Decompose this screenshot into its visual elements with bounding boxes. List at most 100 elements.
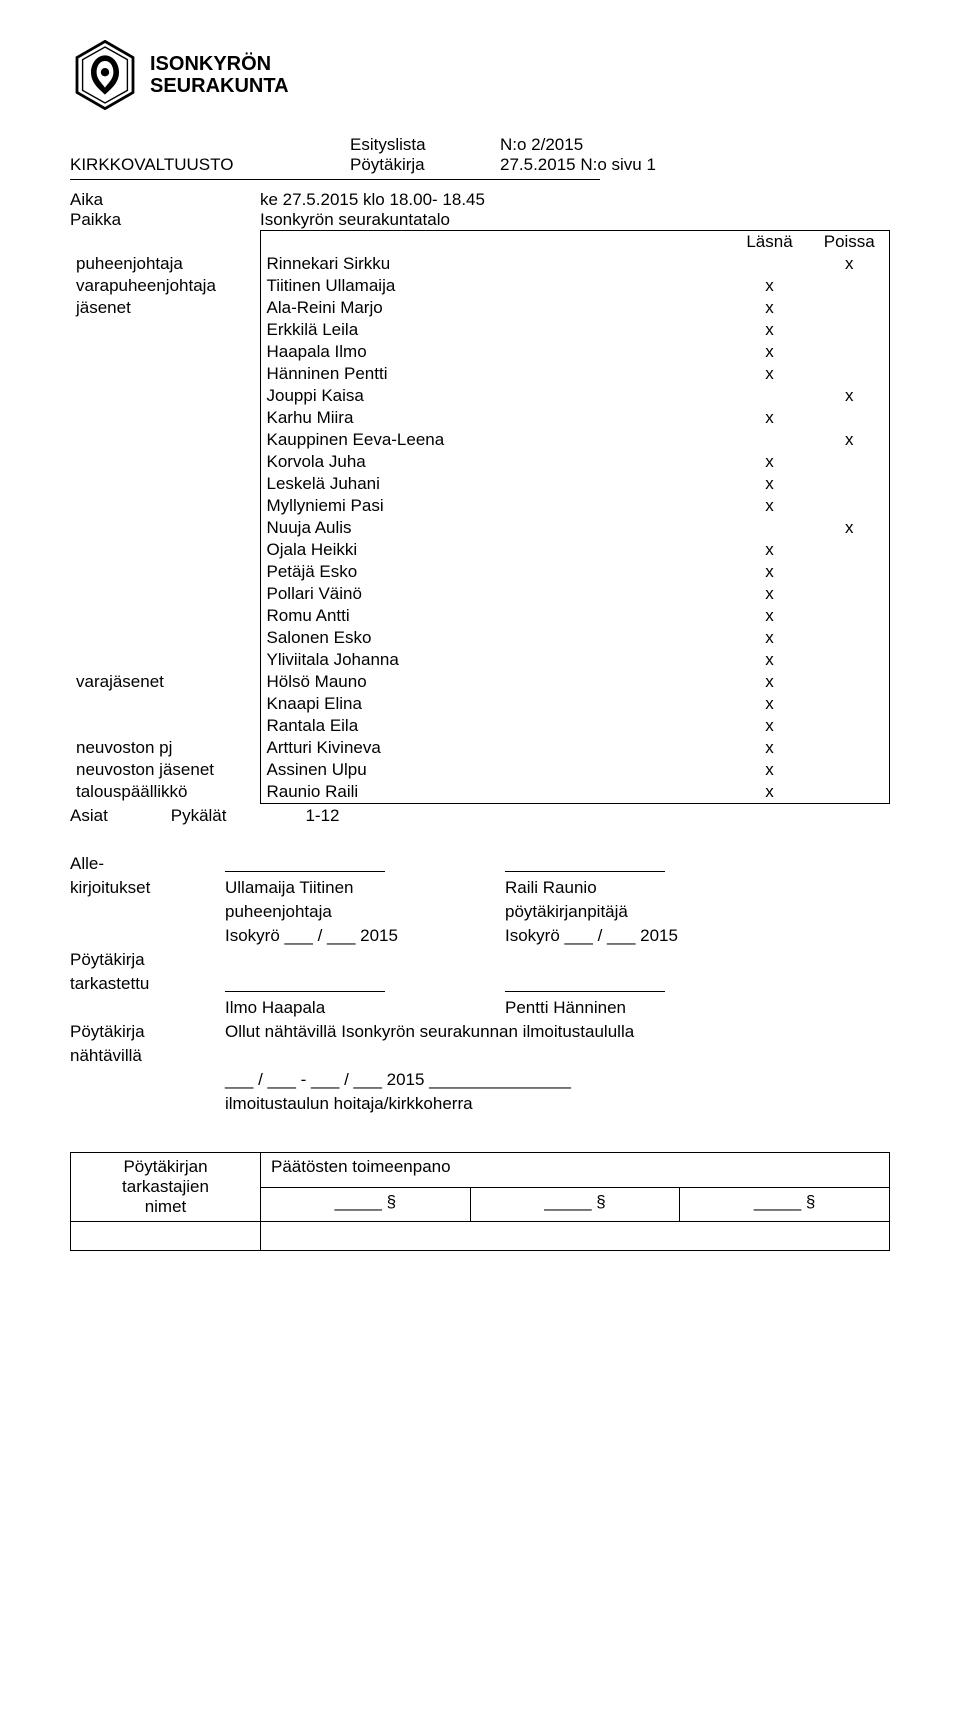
attendance-absent-mark — [810, 671, 890, 693]
col-present: Läsnä — [730, 231, 810, 254]
nahtavilla-date: ___ / ___ - ___ / ___ 2015 _____________… — [225, 1070, 785, 1092]
place-row: Paikka Isonkyrön seurakuntatalo — [70, 210, 890, 230]
footer-title: Päätösten toimeenpano — [261, 1153, 890, 1188]
poytakirja-label-2: Pöytäkirja — [70, 950, 225, 972]
attendance-role — [70, 363, 260, 385]
footer-roles-cell: Pöytäkirjan tarkastajien nimet — [71, 1153, 261, 1222]
attendance-role — [70, 583, 260, 605]
aika-label: Aika — [70, 190, 260, 210]
attendance-name: Knaapi Elina — [260, 693, 730, 715]
paikka-label: Paikka — [70, 210, 260, 230]
attendance-present-mark: x — [730, 693, 810, 715]
attendance-present-mark: x — [730, 759, 810, 781]
attendance-name: Ala-Reini Marjo — [260, 297, 730, 319]
poytakirja-date: 27.5.2015 N:o sivu 1 — [500, 155, 700, 175]
attendance-absent-mark — [810, 583, 890, 605]
attendance-role — [70, 473, 260, 495]
attendance-name: Raunio Raili — [260, 781, 730, 804]
attendance-present-mark: x — [730, 539, 810, 561]
paikka-value: Isonkyrön seurakuntatalo — [260, 210, 890, 230]
attendance-present-mark: x — [730, 319, 810, 341]
attendance-absent-mark — [810, 693, 890, 715]
attendance-role — [70, 715, 260, 737]
attendance-present-mark: x — [730, 451, 810, 473]
kirjoitukset-label: kirjoitukset — [70, 878, 225, 900]
signer2-place: Isokyrö ___ / ___ 2015 — [505, 926, 785, 948]
attendance-name: Leskelä Juhani — [260, 473, 730, 495]
attendance-role — [70, 495, 260, 517]
attendance-absent-mark — [810, 715, 890, 737]
checker-line-2 — [505, 974, 665, 992]
ilmoitustaulu-text: ilmoitustaulun hoitaja/kirkkoherra — [225, 1094, 785, 1116]
committee-name: KIRKKOVALTUUSTO — [70, 155, 350, 175]
attendance-role: varajäsenet — [70, 671, 260, 693]
attendance-present-mark: x — [730, 781, 810, 804]
attendance-name: Haapala Ilmo — [260, 341, 730, 363]
tarkastettu-label: tarkastettu — [70, 974, 225, 996]
logo-block: ISONKYRÖN SEURAKUNTA — [70, 40, 289, 110]
attendance-name: Hölsö Mauno — [260, 671, 730, 693]
attendance-present-mark — [730, 517, 810, 539]
footer-line3: nimet — [81, 1197, 250, 1217]
attendance-absent-mark — [810, 649, 890, 671]
attendance-present-mark — [730, 253, 810, 275]
esityslista-nro: N:o 2/2015 — [500, 135, 700, 155]
attendance-name: Artturi Kivineva — [260, 737, 730, 759]
signature-line-1 — [225, 854, 385, 872]
attendance-absent-mark: x — [810, 253, 890, 275]
attendance-name: Myllyniemi Pasi — [260, 495, 730, 517]
checker-line-1 — [225, 974, 385, 992]
signer1-place: Isokyrö ___ / ___ 2015 — [225, 926, 505, 948]
attendance-absent-mark — [810, 627, 890, 649]
document-header: ISONKYRÖN SEURAKUNTA — [70, 40, 890, 110]
org-name: ISONKYRÖN SEURAKUNTA — [150, 53, 289, 97]
parish-logo-icon — [70, 40, 140, 110]
attendance-present-mark: x — [730, 297, 810, 319]
poytakirja-label-3: Pöytäkirja — [70, 1022, 225, 1044]
attendance-role — [70, 649, 260, 671]
attendance-absent-mark — [810, 561, 890, 583]
attendance-name: Ojala Heikki — [260, 539, 730, 561]
attendance-present-mark: x — [730, 605, 810, 627]
attendance-role: neuvoston pj — [70, 737, 260, 759]
attendance-present-mark — [730, 385, 810, 407]
attendance-present-mark: x — [730, 275, 810, 297]
attendance-table: Läsnä Poissa puheenjohtajaRinnekari Sirk… — [70, 230, 890, 804]
attendance-role — [70, 341, 260, 363]
esityslista-label: Esityslista — [350, 135, 500, 155]
footer-sect-1: _____ § — [261, 1187, 471, 1222]
attendance-present-mark: x — [730, 561, 810, 583]
attendance-absent-mark — [810, 759, 890, 781]
attendance-role — [70, 539, 260, 561]
attendance-absent-mark — [810, 407, 890, 429]
attendance-absent-mark — [810, 473, 890, 495]
alle-label: Alle- — [70, 854, 225, 876]
attendance-role — [70, 451, 260, 473]
attendance-present-mark: x — [730, 473, 810, 495]
footer-line2: tarkastajien — [81, 1177, 250, 1197]
attendance-role: talouspäällikkö — [70, 781, 260, 804]
checker1-name: Ilmo Haapala — [225, 998, 505, 1020]
attendance-role — [70, 517, 260, 539]
attendance-name: Rinnekari Sirkku — [260, 253, 730, 275]
attendance-present-mark: x — [730, 363, 810, 385]
footer-empty-1 — [71, 1222, 261, 1251]
signatures-block: Alle- kirjoitukset Ullamaija Tiitinen Ra… — [70, 854, 890, 1116]
attendance-absent-mark — [810, 297, 890, 319]
nahtavilla-label: nähtävillä — [70, 1046, 225, 1068]
attendance-absent-mark — [810, 495, 890, 517]
attendance-name: Salonen Esko — [260, 627, 730, 649]
attendance-absent-mark: x — [810, 429, 890, 451]
attendance-present-mark: x — [730, 671, 810, 693]
attendance-role: neuvoston jäsenet — [70, 759, 260, 781]
attendance-present-mark: x — [730, 583, 810, 605]
attendance-absent-mark — [810, 275, 890, 297]
attendance-role — [70, 319, 260, 341]
attendance-absent-mark — [810, 605, 890, 627]
attendance-present-mark: x — [730, 407, 810, 429]
attendance-absent-mark — [810, 781, 890, 804]
org-line1: ISONKYRÖN — [150, 53, 289, 75]
attendance-name: Petäjä Esko — [260, 561, 730, 583]
asiat-label: Asiat — [70, 806, 166, 826]
attendance-present-mark: x — [730, 627, 810, 649]
